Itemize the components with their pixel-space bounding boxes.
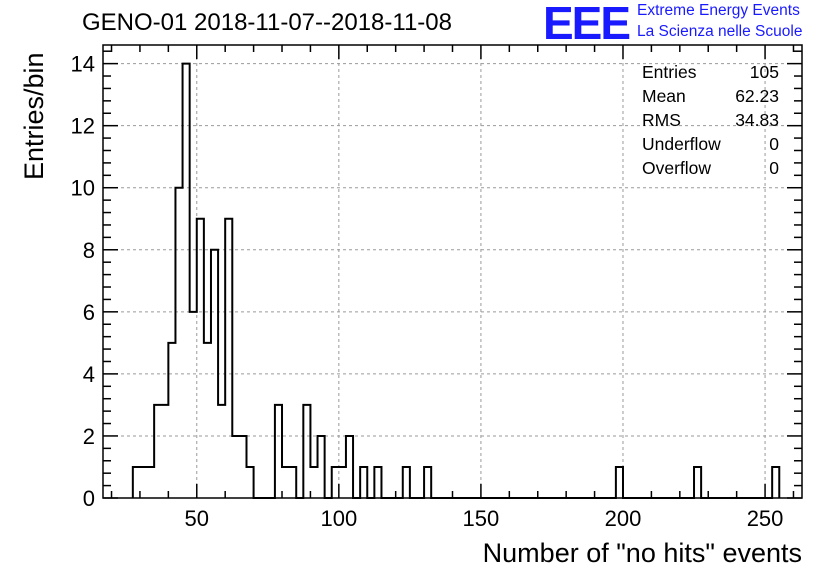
stat-value: 34.83 [735, 110, 779, 130]
y-tick-label: 2 [83, 424, 95, 449]
y-tick-label: 10 [71, 176, 95, 201]
stat-value: 62.23 [735, 86, 779, 106]
grid-lines [103, 45, 802, 498]
plot-frame [102, 44, 803, 499]
x-axis-title: Number of "no hits" events [483, 538, 802, 568]
x-tick-label: 50 [185, 506, 209, 531]
stats-box: Entries 105 Mean 62.23 RMS 34.83 Underfl… [642, 60, 779, 180]
stat-label: Mean [642, 86, 686, 106]
y-tick-label: 6 [83, 300, 95, 325]
stat-value: 105 [749, 62, 779, 82]
stat-row-mean: Mean 62.23 [642, 84, 779, 108]
stat-label: Underflow [642, 134, 721, 154]
x-tick-label: 250 [747, 506, 784, 531]
y-tick-label: 14 [71, 52, 95, 77]
stat-value: 0 [769, 134, 779, 154]
eee-logo-mark: EEE [543, 0, 631, 49]
logo-text-line2: La Scienza nelle Scuole [637, 23, 803, 40]
stat-label: RMS [642, 110, 681, 130]
y-tick-label: 12 [71, 114, 95, 139]
x-tick-label: 100 [320, 506, 357, 531]
y-tick-label: 0 [83, 486, 95, 511]
stat-value: 0 [769, 158, 779, 178]
x-tick-label: 200 [605, 506, 642, 531]
y-axis-title: Entries/bin [19, 52, 49, 180]
stat-label: Entries [642, 62, 697, 82]
tick-labels: 50 100 150 200 250 0 2 4 6 8 10 12 14 [71, 52, 784, 531]
x-tick-label: 150 [463, 506, 500, 531]
logo-text-line1: Extreme Energy Events [637, 2, 800, 19]
axis-ticks [103, 45, 802, 499]
y-tick-label: 4 [83, 362, 95, 387]
stat-row-entries: Entries 105 [642, 60, 779, 84]
stat-row-rms: RMS 34.83 [642, 108, 779, 132]
stat-label: Overflow [642, 158, 712, 178]
chart-title: GENO-01 2018-11-07--2018-11-08 [82, 9, 452, 36]
y-tick-label: 8 [83, 238, 95, 263]
stat-row-overflow: Overflow 0 [642, 156, 779, 180]
stat-row-underflow: Underflow 0 [642, 132, 779, 156]
